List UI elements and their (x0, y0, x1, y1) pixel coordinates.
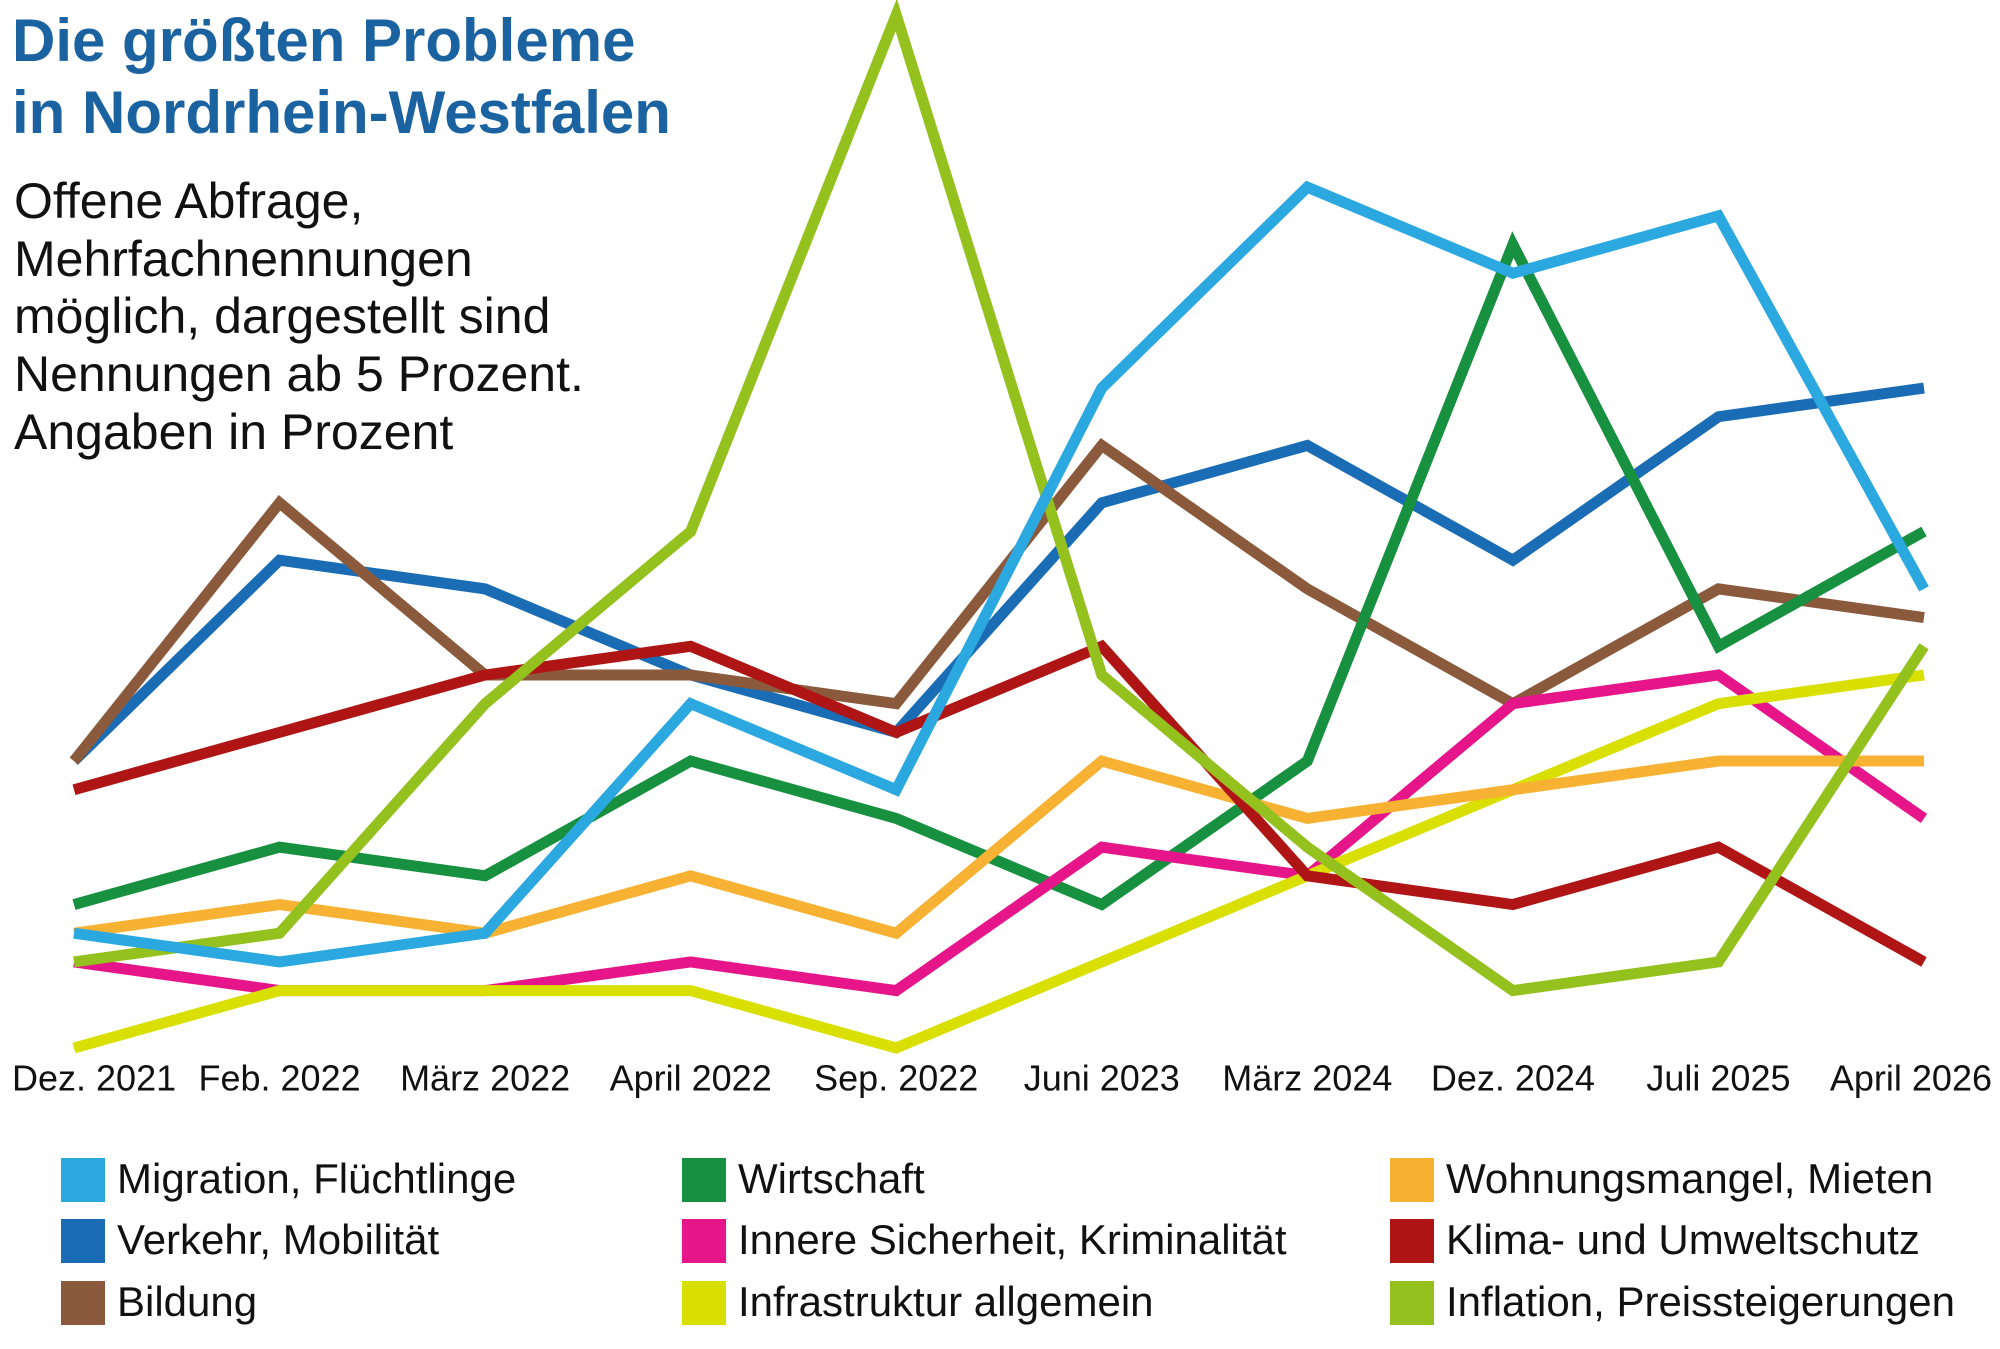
x-tick-label: April 2026 (1830, 1058, 1992, 1099)
legend-label: Wohnungsmangel, Mieten (1446, 1155, 1933, 1202)
legend-label: Klima- und Umweltschutz (1446, 1216, 1920, 1263)
x-tick-label: April 2022 (610, 1058, 772, 1099)
series-line (73, 180, 1929, 968)
series-line (73, 669, 1928, 997)
legend-label: Verkehr, Mobilität (117, 1216, 439, 1263)
chart-subtitle: Offene Abfrage, (14, 173, 363, 229)
chart-subtitle: Angaben in Prozent (14, 404, 453, 460)
legend-label: Migration, Flüchtlinge (117, 1155, 516, 1202)
series-line (70, 382, 1925, 765)
legend-swatch (682, 1158, 726, 1202)
legend-label: Infrastruktur allgemein (738, 1278, 1154, 1325)
legend-swatch (682, 1281, 726, 1325)
chart-subtitle: Nennungen ab 5 Prozent. (14, 346, 584, 402)
x-tick-label: Juni 2023 (1024, 1058, 1180, 1099)
x-tick-label: März 2022 (400, 1058, 570, 1099)
legend-label: Innere Sicherheit, Kriminalität (738, 1216, 1287, 1263)
chart-title: Die größten Probleme (12, 7, 635, 74)
legend-label: Inflation, Preissteigerungen (1446, 1278, 1955, 1325)
legend-label: Wirtschaft (738, 1155, 925, 1202)
legend-swatch (1390, 1219, 1434, 1263)
legend-swatch (61, 1219, 105, 1263)
legend-swatch (1390, 1281, 1434, 1325)
series-line (73, 754, 1924, 940)
x-tick-label: Sep. 2022 (814, 1058, 978, 1099)
chart-title: in Nordrhein-Westfalen (12, 79, 671, 146)
series-line (73, 0, 1929, 997)
x-tick-label: Dez. 2021 (12, 1058, 176, 1099)
chart-subtitle: Mehrfachnennungen (14, 231, 473, 287)
series-line (69, 437, 1925, 765)
series-line (72, 669, 1925, 1054)
legend-swatch (61, 1281, 105, 1325)
legend-swatch (682, 1219, 726, 1263)
legend-swatch (1390, 1158, 1434, 1202)
legend-label: Bildung (117, 1278, 257, 1325)
x-tick-label: Feb. 2022 (198, 1058, 360, 1099)
x-tick-label: Dez. 2024 (1431, 1058, 1595, 1099)
series-line (72, 231, 1927, 911)
legend-swatch (61, 1158, 105, 1202)
chart-subtitle: möglich, dargestellt sind (14, 288, 550, 344)
x-tick-label: Juli 2025 (1646, 1058, 1790, 1099)
x-tick-label: März 2024 (1222, 1058, 1392, 1099)
series-line (72, 639, 1927, 967)
